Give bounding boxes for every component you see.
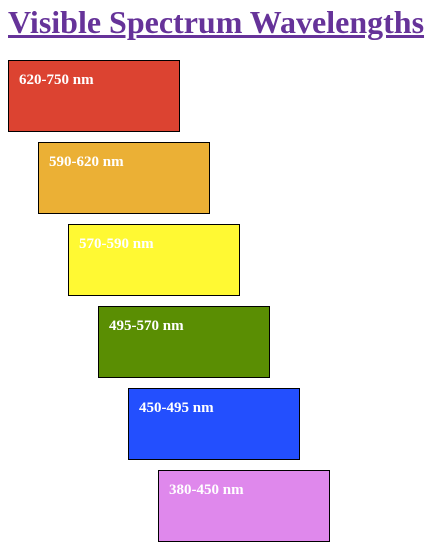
spectrum-band-blue: 450-495 nm (128, 388, 300, 460)
page-title[interactable]: Visible Spectrum Wavelengths (8, 4, 425, 40)
band-label: 380-450 nm (169, 482, 244, 498)
spectrum-band-red: 620-750 nm (8, 60, 180, 132)
band-label: 495-570 nm (109, 318, 184, 334)
spectrum-band-orange: 590-620 nm (38, 142, 210, 214)
band-label: 620-750 nm (19, 72, 94, 88)
spectrum-band-yellow: 570-590 nm (68, 224, 240, 296)
band-label: 590-620 nm (49, 154, 124, 170)
spectrum-band-violet: 380-450 nm (158, 470, 330, 542)
band-label: 570-590 nm (79, 236, 154, 252)
band-label: 450-495 nm (139, 400, 214, 416)
spectrum-band-green: 495-570 nm (98, 306, 270, 378)
